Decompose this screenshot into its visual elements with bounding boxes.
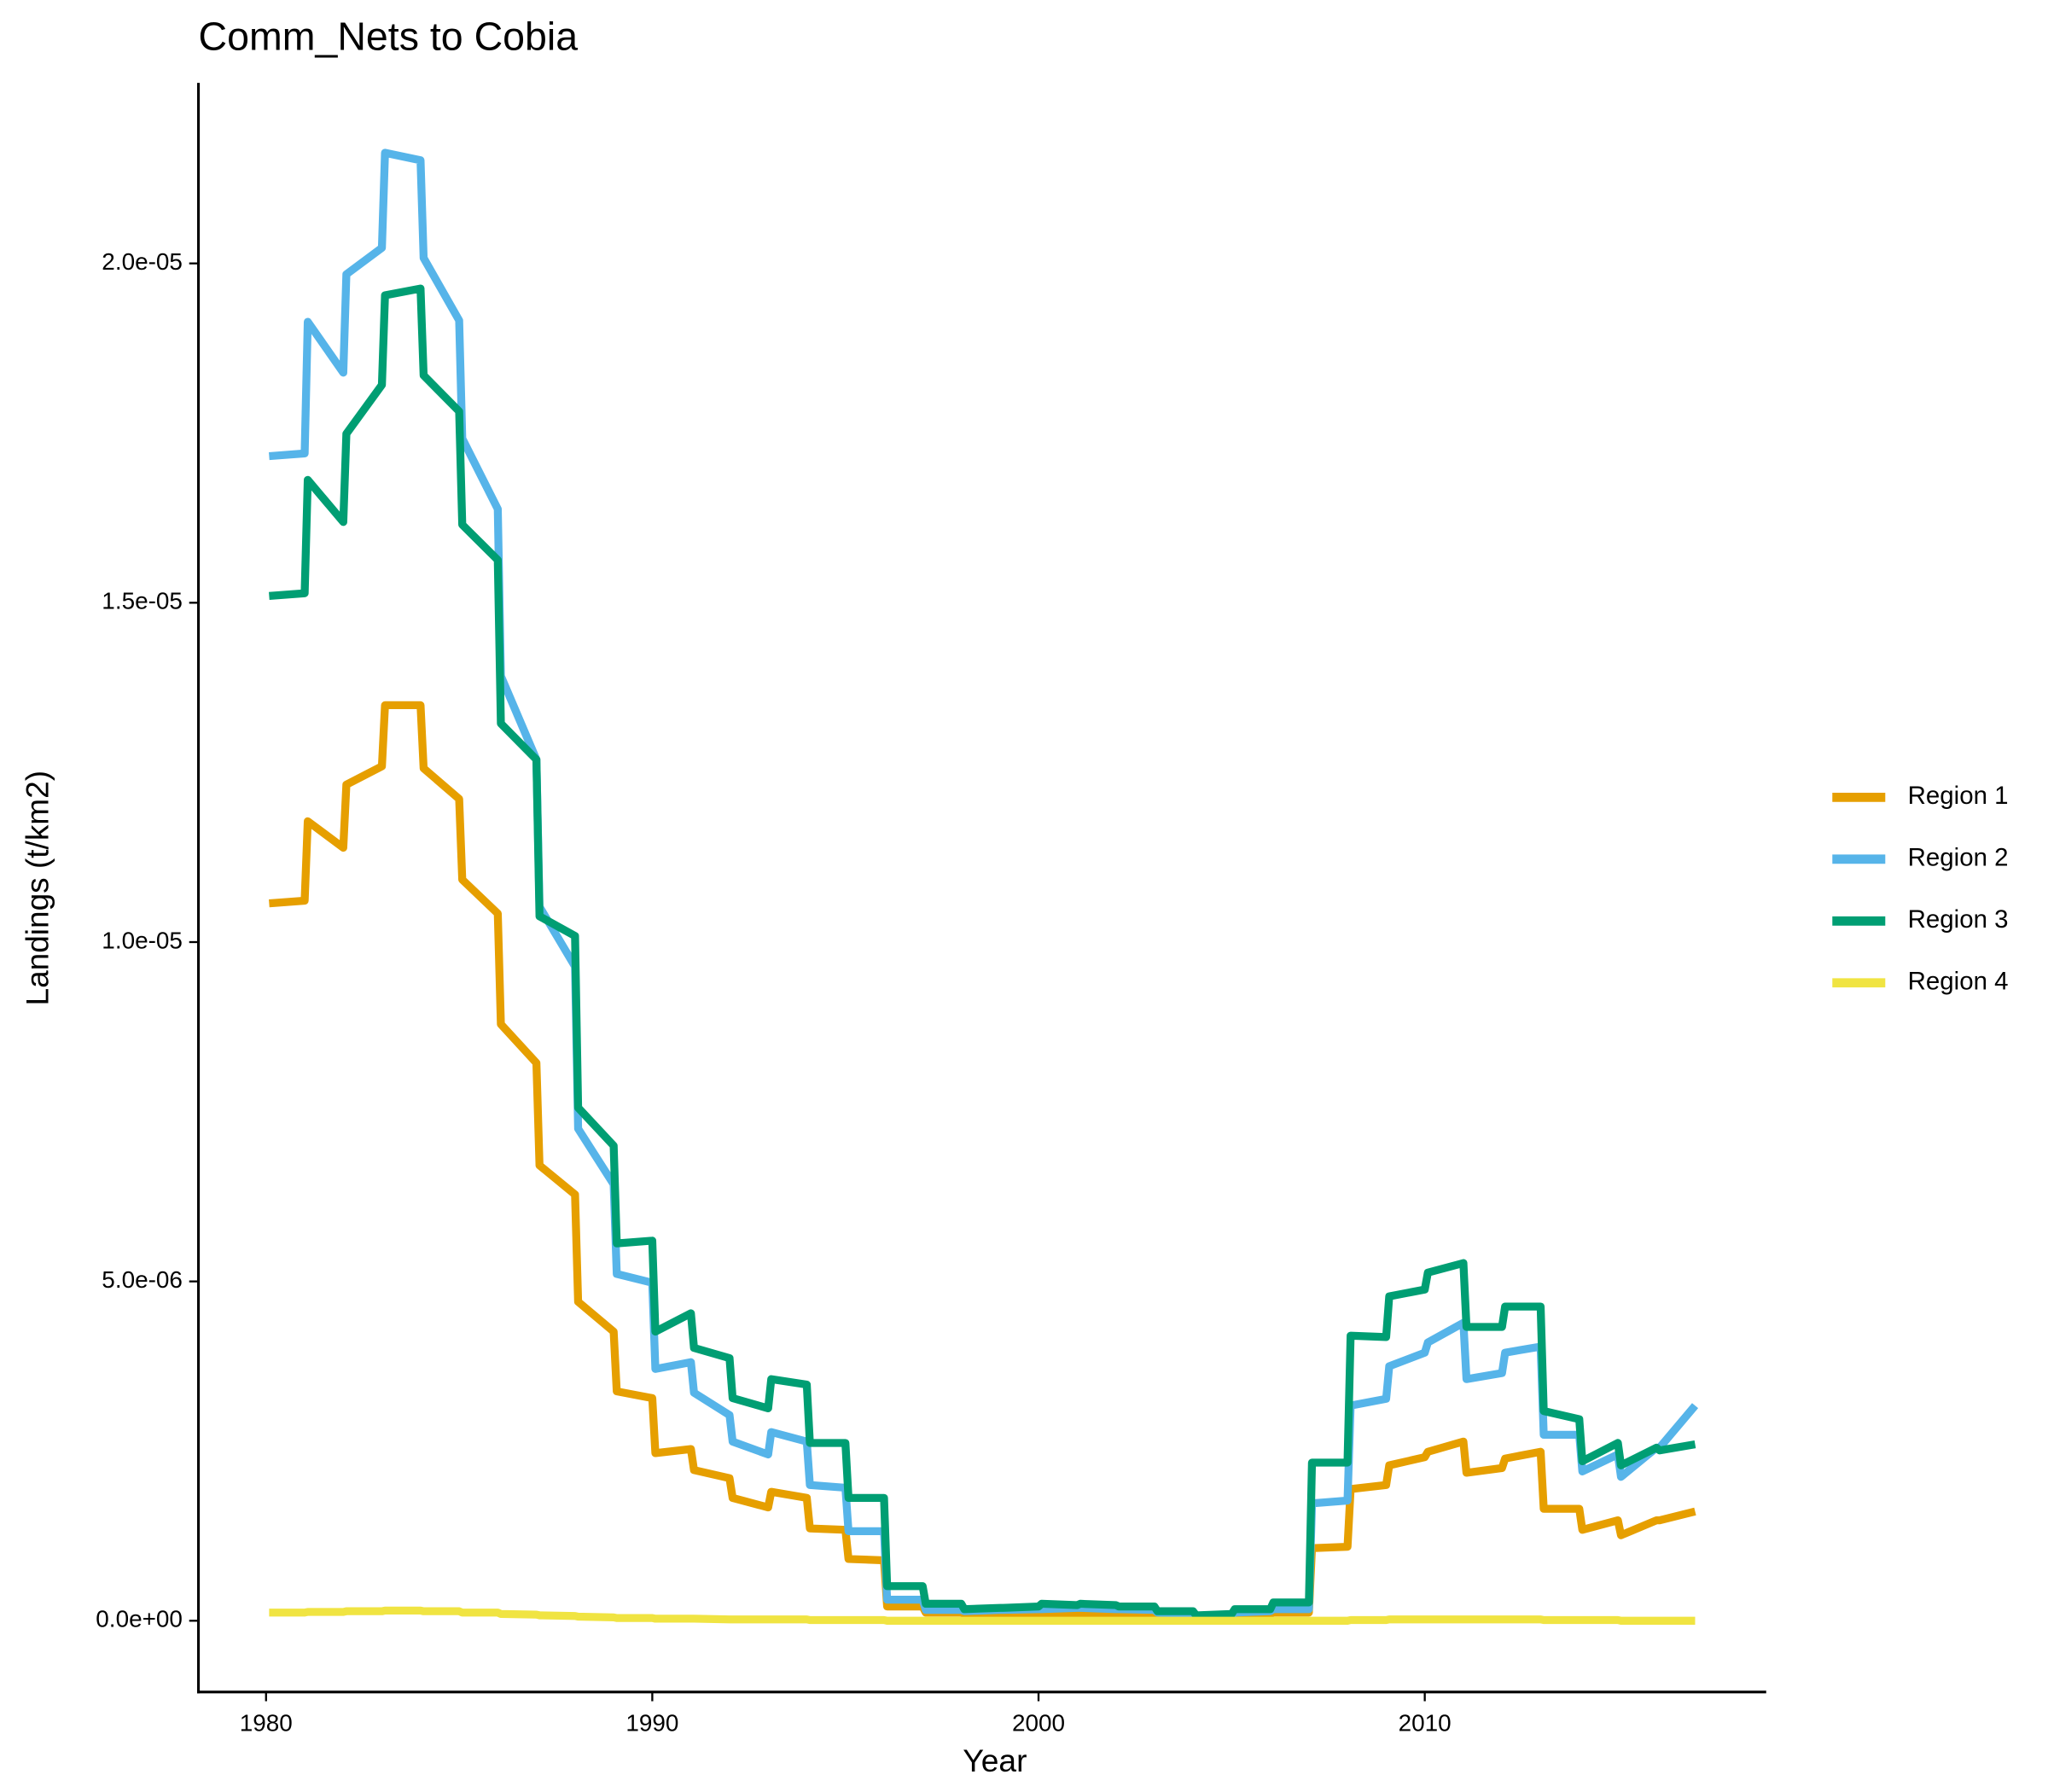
x-tick-label: 2010 [1399, 1710, 1452, 1737]
series-line [269, 1606, 1696, 1625]
chart-title: Comm_Nets to Cobia [199, 15, 579, 59]
x-axis-title: Year [963, 1743, 1027, 1778]
series-line [269, 284, 1696, 1620]
series-line [269, 701, 1696, 1621]
x-tick-label: 1990 [625, 1710, 678, 1737]
y-tick-label: 5.0e-06 [102, 1266, 183, 1293]
legend-label: Region 3 [1908, 905, 2009, 934]
series-line [269, 148, 1699, 1621]
legend-label: Region 1 [1908, 782, 2009, 810]
x-tick-label: 2000 [1012, 1710, 1065, 1737]
legend-label: Region 2 [1908, 844, 2009, 872]
y-tick-label: 0.0e+00 [96, 1606, 183, 1632]
y-tick-label: 1.5e-05 [102, 588, 183, 614]
y-tick-label: 2.0e-05 [102, 248, 183, 275]
legend-label: Region 4 [1908, 968, 2009, 996]
y-tick-label: 1.0e-05 [102, 927, 183, 953]
x-tick-label: 1980 [240, 1710, 293, 1737]
y-axis-title: Landings (t/km2) [19, 771, 55, 1006]
